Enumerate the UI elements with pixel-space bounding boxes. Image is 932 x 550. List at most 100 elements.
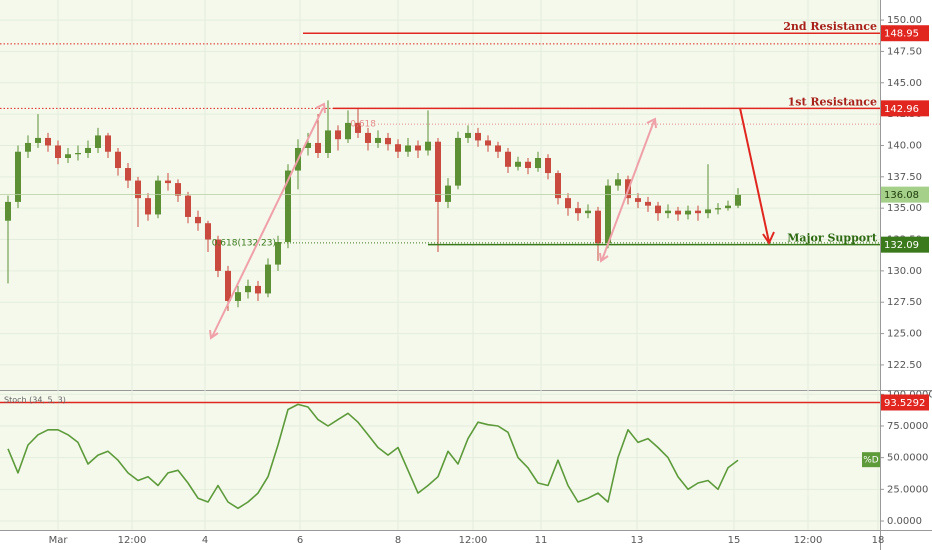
- arrow: [601, 120, 655, 261]
- candle-body: [125, 168, 131, 181]
- candle-body: [335, 130, 341, 140]
- candle-body: [445, 185, 451, 202]
- candle-body: [465, 132, 471, 138]
- candle-body: [655, 205, 661, 214]
- candle-body: [35, 137, 41, 143]
- level-label: Major Support: [787, 232, 878, 245]
- candle-body: [345, 122, 351, 140]
- y-tick-label: 150.00: [887, 15, 922, 26]
- candle-body: [515, 161, 521, 167]
- price-tag-label: 142.96: [884, 104, 919, 115]
- y-tick-label: 122.50: [887, 360, 922, 371]
- candle-body: [155, 180, 161, 215]
- candle-body: [185, 195, 191, 217]
- y-tick-label: 130.00: [887, 266, 922, 277]
- x-tick-label: 6: [297, 535, 303, 546]
- candle-body: [105, 135, 111, 152]
- candle-body: [135, 180, 141, 199]
- candle-body: [325, 130, 331, 153]
- candle-body: [75, 152, 81, 155]
- candle-body: [695, 210, 701, 214]
- x-tick-label: 15: [728, 535, 741, 546]
- candle-body: [615, 179, 621, 186]
- candle-body: [455, 137, 461, 186]
- candle-body: [305, 142, 311, 148]
- candle-body: [645, 201, 651, 206]
- candle-body: [195, 216, 201, 224]
- candle-body: [365, 132, 371, 143]
- candle-body: [85, 147, 91, 153]
- arrow-head: [646, 117, 657, 129]
- candle-body: [475, 132, 481, 141]
- price-tag: [881, 394, 929, 411]
- candle-body: [355, 122, 361, 133]
- candle-body: [425, 141, 431, 151]
- candle-body: [285, 170, 291, 243]
- arrow: [211, 107, 324, 338]
- candle-body: [215, 239, 221, 271]
- price-tag-label: 93.5292: [884, 398, 925, 409]
- candle-body: [235, 292, 241, 301]
- candle-body: [405, 145, 411, 152]
- price-tag-label: 132.09: [884, 240, 919, 251]
- legend-label: %D: [863, 456, 879, 466]
- arrow-head: [599, 252, 609, 263]
- price-tag: [881, 100, 929, 117]
- candle-body: [665, 210, 671, 214]
- price-tag-label: 136.08: [884, 190, 919, 201]
- candle-body: [485, 140, 491, 146]
- candle-body: [505, 151, 511, 167]
- x-tick-label: Mar: [49, 535, 69, 546]
- legend-box: [862, 452, 880, 468]
- x-tick-label: 18: [872, 535, 885, 546]
- candle-body: [165, 180, 171, 184]
- candle-body: [715, 208, 721, 210]
- candle-body: [205, 223, 211, 240]
- candle-body: [225, 270, 231, 301]
- candle-body: [635, 198, 641, 202]
- y-tick-label: 137.50: [887, 172, 922, 183]
- y-tick-label: 50.0000: [887, 453, 928, 464]
- candle-body: [115, 151, 121, 169]
- price-tag: [881, 186, 929, 203]
- stoch-line: [7, 403, 739, 510]
- candle-body: [15, 151, 21, 202]
- y-tick-label: 125.00: [887, 329, 922, 340]
- candle-body: [415, 145, 421, 151]
- y-tick-label: 127.50: [887, 297, 922, 308]
- arrow-head: [209, 329, 219, 340]
- x-tick-label: 12:00: [459, 535, 488, 546]
- candle-body: [575, 208, 581, 214]
- candle-body: [685, 210, 691, 215]
- candle-body: [585, 210, 591, 214]
- candle-body: [535, 158, 541, 169]
- price-tag: [881, 236, 929, 253]
- candle-body: [375, 137, 381, 143]
- candle-body: [555, 173, 561, 199]
- indicator-title: Stoch (34, 5, 3): [4, 396, 66, 405]
- y-tick-label: 140.00: [887, 140, 922, 151]
- candle-body: [315, 142, 321, 153]
- y-tick-label: 25.0000: [887, 484, 928, 495]
- y-tick-label: 147.50: [887, 46, 922, 57]
- candle-body: [175, 183, 181, 196]
- y-tick-label: 145.00: [887, 78, 922, 89]
- candle-body: [735, 194, 741, 206]
- candle-body: [245, 285, 251, 293]
- candle-body: [265, 264, 271, 294]
- candle-body: [275, 242, 281, 265]
- candle-body: [395, 144, 401, 152]
- arrow: [739, 107, 770, 243]
- x-tick-label: 12:00: [118, 535, 147, 546]
- stoch-panel: [0, 391, 880, 530]
- arrow-head: [315, 102, 326, 114]
- candle-body: [435, 141, 441, 202]
- candle-body: [145, 198, 151, 215]
- price-tag-label: 148.95: [884, 29, 919, 40]
- candle-body: [705, 209, 711, 214]
- y-tick-label: 135.00: [887, 203, 922, 214]
- candle-body: [95, 135, 101, 148]
- candle-body: [55, 145, 61, 159]
